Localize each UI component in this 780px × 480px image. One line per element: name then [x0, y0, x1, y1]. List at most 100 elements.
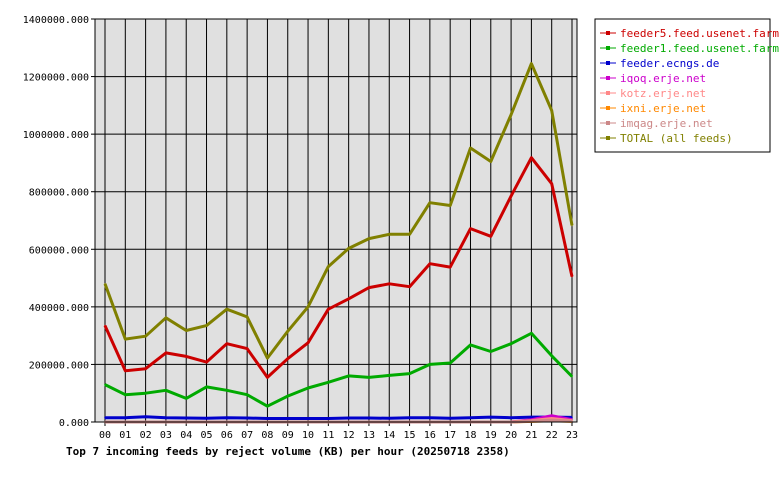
- data-point: [347, 297, 350, 300]
- data-point: [226, 308, 228, 310]
- data-point: [368, 376, 370, 379]
- x-tick-label: 23: [566, 430, 578, 441]
- data-point: [368, 286, 370, 289]
- data-point: [246, 316, 248, 318]
- data-point: [429, 262, 431, 265]
- data-point: [286, 357, 289, 360]
- data-point: [165, 416, 167, 419]
- data-point: [449, 266, 451, 268]
- x-tick-label: 08: [261, 430, 273, 441]
- data-point: [124, 416, 127, 419]
- data-point: [388, 374, 391, 377]
- data-point: [429, 201, 431, 204]
- x-tick-label: 21: [525, 430, 537, 441]
- y-tick-label: 0.000: [59, 418, 89, 429]
- data-point: [124, 338, 127, 340]
- data-point: [205, 324, 208, 327]
- data-point: [510, 416, 512, 419]
- x-tick-label: 06: [221, 430, 233, 441]
- data-point: [124, 393, 127, 396]
- x-tick-label: 07: [241, 430, 253, 441]
- x-tick-label: 20: [505, 430, 517, 441]
- data-point: [307, 387, 309, 389]
- x-tick-label: 18: [464, 430, 476, 441]
- legend-label: iqoq.erje.net: [620, 72, 706, 85]
- x-tick-label: 14: [383, 430, 395, 441]
- data-point: [510, 113, 512, 116]
- x-tick-label: 01: [119, 430, 131, 441]
- data-point: [388, 417, 391, 420]
- legend-label: kotz.erje.net: [620, 87, 706, 100]
- data-point: [226, 416, 228, 419]
- data-point: [266, 405, 269, 407]
- legend-marker: [606, 61, 610, 65]
- data-point: [226, 389, 228, 392]
- x-tick-label: 19: [485, 430, 497, 441]
- data-point: [246, 347, 248, 350]
- data-point: [286, 417, 289, 420]
- x-tick-label: 13: [363, 430, 375, 441]
- data-point: [408, 416, 411, 419]
- data-point: [246, 393, 248, 396]
- y-tick-label: 200000.000: [29, 360, 89, 371]
- data-point: [327, 265, 330, 268]
- data-point: [124, 369, 127, 372]
- data-point: [226, 342, 228, 345]
- data-point: [550, 182, 553, 185]
- plot-area: [95, 19, 577, 422]
- data-point: [205, 361, 208, 363]
- data-point: [449, 204, 451, 207]
- data-point: [266, 417, 269, 420]
- data-point: [449, 362, 451, 364]
- data-point: [469, 416, 472, 419]
- data-point: [307, 342, 309, 344]
- legend-label: imqag.erje.net: [620, 117, 713, 130]
- y-tick-label: 1400000.000: [23, 15, 89, 26]
- chart-title: Top 7 incoming feeds by reject volume (K…: [66, 445, 510, 458]
- y-tick-label: 800000.000: [29, 188, 89, 199]
- data-point: [530, 416, 533, 418]
- data-point: [469, 227, 472, 230]
- axis-ticks: 00 01 02 03 04 05 06 07 08 09 10 11 12 13 14 15 16 17 18 19…: [23, 15, 578, 441]
- series-line: [104, 331, 574, 408]
- data-point: [429, 416, 431, 419]
- data-point: [408, 285, 411, 288]
- legend-marker: [606, 106, 610, 110]
- data-point: [571, 224, 573, 227]
- data-point: [489, 160, 492, 163]
- data-point: [266, 357, 269, 359]
- data-point: [144, 392, 147, 395]
- data-point: [327, 308, 330, 310]
- x-tick-label: 03: [160, 430, 172, 441]
- x-tick-label: 09: [282, 430, 294, 441]
- legend-marker: [606, 46, 610, 50]
- legend-label: ixni.erje.net: [620, 102, 706, 115]
- data-point: [571, 275, 573, 278]
- x-tick-label: 16: [424, 430, 436, 441]
- data-point: [469, 344, 472, 346]
- legend-marker: [606, 136, 610, 140]
- x-tick-label: 10: [302, 430, 314, 441]
- series-line: [105, 415, 573, 420]
- data-point: [165, 352, 167, 354]
- x-tick-label: 15: [404, 430, 416, 441]
- data-point: [388, 233, 391, 236]
- data-point: [144, 367, 147, 370]
- data-point: [104, 383, 106, 386]
- data-point: [246, 417, 248, 419]
- data-point: [368, 237, 370, 240]
- plot-frame: [94, 18, 578, 423]
- data-point: [266, 376, 269, 379]
- x-tick-label: 12: [343, 430, 355, 441]
- data-point: [388, 283, 391, 285]
- data-point: [550, 109, 553, 112]
- data-point: [368, 417, 370, 419]
- legend-marker: [606, 31, 610, 35]
- data-point: [550, 419, 553, 422]
- data-point: [510, 195, 512, 197]
- data-point: [205, 386, 208, 388]
- legend-label: TOTAL (all feeds): [620, 132, 733, 145]
- x-tick-label: 05: [200, 430, 212, 441]
- legend-marker: [606, 121, 610, 125]
